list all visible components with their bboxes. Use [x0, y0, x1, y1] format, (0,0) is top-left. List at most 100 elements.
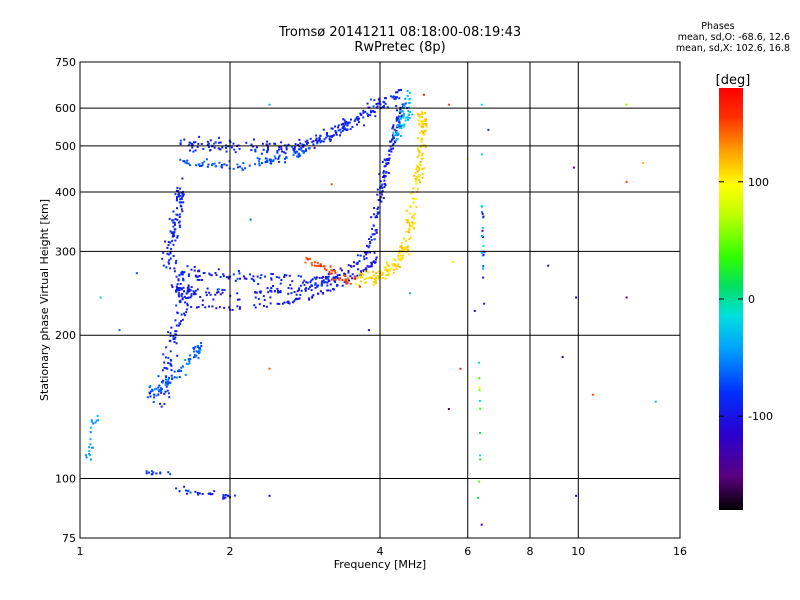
- data-point: [408, 231, 410, 234]
- data-point: [178, 195, 181, 197]
- data-point: [157, 389, 160, 392]
- data-point: [381, 106, 384, 109]
- data-point: [386, 269, 389, 272]
- data-point: [181, 292, 184, 295]
- data-point: [180, 197, 183, 200]
- data-point: [326, 134, 329, 137]
- data-point: [268, 142, 271, 145]
- data-point: [417, 115, 420, 118]
- data-point: [405, 209, 408, 212]
- data-point: [307, 287, 310, 290]
- data-point: [334, 281, 337, 283]
- data-point: [291, 280, 294, 283]
- data-point: [262, 148, 265, 151]
- data-point: [89, 431, 92, 434]
- data-point: [202, 147, 205, 150]
- data-point: [356, 123, 358, 126]
- data-point: [280, 145, 283, 148]
- data-point: [276, 302, 279, 305]
- data-point: [421, 152, 424, 155]
- data-point: [169, 241, 172, 244]
- data-point: [334, 125, 337, 128]
- data-point: [390, 148, 393, 151]
- data-point: [236, 277, 239, 280]
- data-point: [421, 116, 424, 118]
- data-point: [305, 149, 307, 152]
- data-point: [167, 244, 170, 247]
- data-point: [254, 306, 257, 309]
- data-point: [221, 164, 223, 166]
- data-point: [365, 277, 368, 280]
- data-point: [417, 154, 420, 157]
- data-point: [90, 420, 93, 423]
- data-point: [182, 277, 185, 280]
- data-point: [197, 306, 200, 308]
- data-point: [232, 142, 235, 145]
- data-point: [190, 294, 193, 297]
- data-point: [383, 186, 386, 188]
- y-tick-label: 750: [55, 56, 76, 69]
- data-point: [416, 155, 419, 158]
- data-point: [381, 276, 384, 279]
- data-point: [400, 124, 403, 127]
- data-point: [478, 389, 481, 392]
- data-point: [418, 123, 421, 126]
- data-point: [480, 235, 483, 237]
- data-point: [217, 147, 220, 150]
- data-point: [397, 117, 399, 120]
- data-point: [206, 287, 209, 290]
- data-point: [299, 293, 302, 296]
- data-point: [397, 254, 400, 257]
- data-point: [481, 229, 484, 232]
- data-point: [423, 118, 426, 121]
- data-point: [286, 301, 289, 304]
- data-point: [165, 385, 168, 388]
- data-point: [188, 362, 191, 365]
- data-point: [390, 150, 393, 153]
- data-point: [172, 221, 175, 224]
- data-point: [181, 193, 184, 196]
- data-point: [236, 292, 239, 295]
- data-point: [407, 113, 410, 116]
- data-point: [305, 148, 307, 151]
- stats-heading: Phases: [701, 21, 735, 32]
- data-point: [459, 367, 462, 370]
- data-point: [298, 138, 301, 141]
- data-point: [299, 142, 302, 145]
- data-point: [180, 313, 183, 316]
- data-point: [273, 155, 276, 158]
- data-point: [89, 458, 92, 461]
- data-point: [314, 286, 317, 289]
- data-point: [161, 257, 164, 260]
- grid-lines: [80, 62, 680, 538]
- data-point: [325, 133, 328, 135]
- data-point: [347, 271, 350, 274]
- data-point: [298, 297, 301, 300]
- data-point: [393, 258, 396, 261]
- data-point: [215, 307, 218, 310]
- data-point: [145, 470, 148, 473]
- data-point: [415, 198, 418, 201]
- data-point: [480, 153, 483, 156]
- data-point: [356, 263, 359, 266]
- data-point: [204, 306, 207, 309]
- data-point: [180, 273, 183, 276]
- data-point: [342, 125, 345, 128]
- data-point: [170, 326, 173, 329]
- data-point: [165, 382, 167, 385]
- data-point: [180, 295, 183, 298]
- data-point: [389, 145, 392, 148]
- data-point: [393, 98, 396, 100]
- data-point: [386, 274, 389, 276]
- data-point: [290, 145, 293, 148]
- data-point: [207, 492, 210, 495]
- data-point: [319, 265, 322, 268]
- data-point: [374, 229, 377, 232]
- data-point: [323, 265, 326, 268]
- y-tick-label: 400: [55, 186, 76, 199]
- data-point: [185, 362, 188, 365]
- data-point: [181, 318, 184, 321]
- data-point: [413, 222, 416, 225]
- data-point: [414, 172, 417, 174]
- data-point: [313, 276, 316, 279]
